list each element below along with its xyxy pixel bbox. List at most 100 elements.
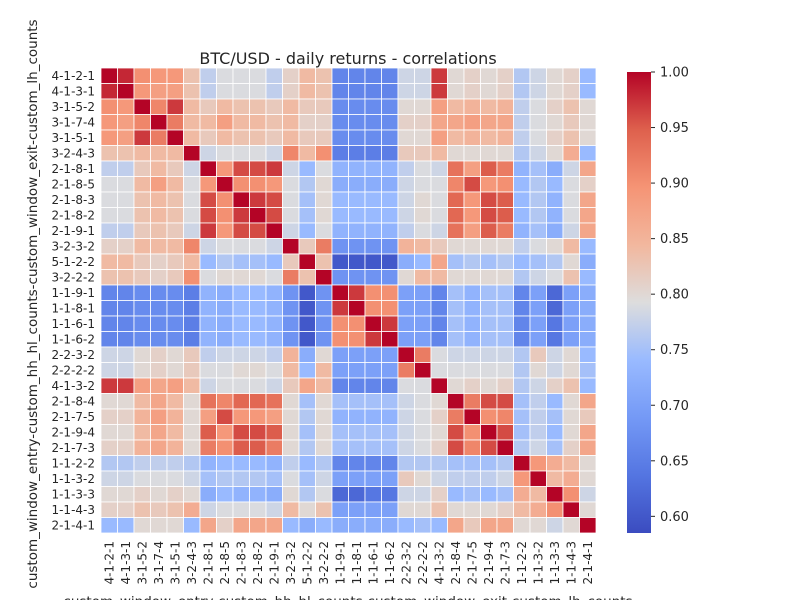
heatmap-cell [546,362,564,379]
heatmap-cell [496,300,514,317]
colorbar-tick-label: 1.00 [660,66,689,81]
heatmap-cell [166,160,184,177]
heatmap-cell [364,238,382,255]
heatmap-cell [496,238,514,255]
heatmap-cell [562,83,580,100]
x-tick-label: 4-1-2-1 [102,541,116,585]
heatmap-cell [298,129,316,146]
x-tick-label: 2-1-8-5 [218,541,232,585]
heatmap-cell [430,160,448,177]
heatmap-cell [282,501,300,518]
heatmap-cell [397,98,415,115]
colorbar-tick-label: 0.65 [660,454,689,469]
heatmap-cell [348,408,366,425]
heatmap-cell [298,424,316,441]
heatmap-cell [232,176,250,193]
heatmap-cell [414,160,432,177]
heatmap-cell [265,439,283,456]
heatmap-cell [249,393,267,410]
heatmap-cell [447,331,465,348]
heatmap-cell [579,284,597,301]
heatmap-cell [562,346,580,363]
heatmap-cell [430,253,448,270]
heatmap-cell [364,486,382,503]
heatmap-cell [216,253,234,270]
heatmap-cell [513,346,531,363]
heatmap-cell [562,517,580,534]
heatmap-cell [364,253,382,270]
heatmap-cell [513,238,531,255]
y-tick-label: 1-1-3-3 [51,487,95,501]
x-tick-label: 2-1-8-3 [234,541,248,585]
heatmap-cell [562,67,580,84]
heatmap-cell [463,284,481,301]
heatmap-cell [298,331,316,348]
heatmap-cell [150,83,168,100]
heatmap-cell [381,160,399,177]
heatmap-cell [298,253,316,270]
heatmap-cell [282,284,300,301]
heatmap-cell [381,424,399,441]
heatmap-cell [414,346,432,363]
heatmap-cell [480,517,498,534]
heatmap-cell [397,470,415,487]
heatmap-cell [529,176,547,193]
heatmap-cell [265,191,283,208]
heatmap-cell [496,393,514,410]
heatmap-cell [315,439,333,456]
heatmap-cell [529,470,547,487]
heatmap-cell [579,191,597,208]
y-tick-label: 2-1-7-3 [51,441,95,455]
heatmap-cell [282,176,300,193]
heatmap-cell [183,191,201,208]
heatmap-cell [529,377,547,394]
heatmap-cell [579,331,597,348]
heatmap-cell [232,424,250,441]
heatmap-cell [282,517,300,534]
heatmap-cell [199,67,217,84]
heatmap-cell [463,269,481,286]
heatmap-cell [463,145,481,162]
heatmap-cell [100,315,118,332]
x-tick-label: 2-1-4-1 [581,541,595,585]
heatmap-cell [397,393,415,410]
heatmap-cell [463,207,481,224]
heatmap-cell [513,176,531,193]
heatmap-cell [381,517,399,534]
heatmap-cell [513,269,531,286]
heatmap-cell [232,145,250,162]
heatmap-cell [249,238,267,255]
heatmap-cell [100,83,118,100]
heatmap-cell [315,501,333,518]
heatmap-cell [249,222,267,239]
heatmap-cell [364,284,382,301]
heatmap-cell [529,517,547,534]
heatmap-cell [480,191,498,208]
heatmap-cell [183,207,201,224]
heatmap-cell [100,408,118,425]
heatmap-cell [348,393,366,410]
heatmap-cell [579,486,597,503]
heatmap-cell [315,83,333,100]
heatmap-cell [463,315,481,332]
heatmap-cell [216,362,234,379]
heatmap-cell [562,284,580,301]
heatmap-cell [315,222,333,239]
heatmap-cell [249,424,267,441]
heatmap-cell [232,470,250,487]
heatmap-cell [232,222,250,239]
heatmap-cell [546,470,564,487]
x-tick-label: 2-2-2-2 [416,541,430,585]
heatmap-cell [166,470,184,487]
heatmap-cell [199,176,217,193]
x-tick-label: 1-1-3-3 [548,541,562,585]
heatmap-cell [166,377,184,394]
heatmap-cell [529,160,547,177]
heatmap-cell [430,238,448,255]
heatmap-cell [546,486,564,503]
heatmap-cell [249,362,267,379]
heatmap-cell [414,269,432,286]
heatmap-cell [315,176,333,193]
heatmap-cell [513,98,531,115]
heatmap-cell [298,517,316,534]
